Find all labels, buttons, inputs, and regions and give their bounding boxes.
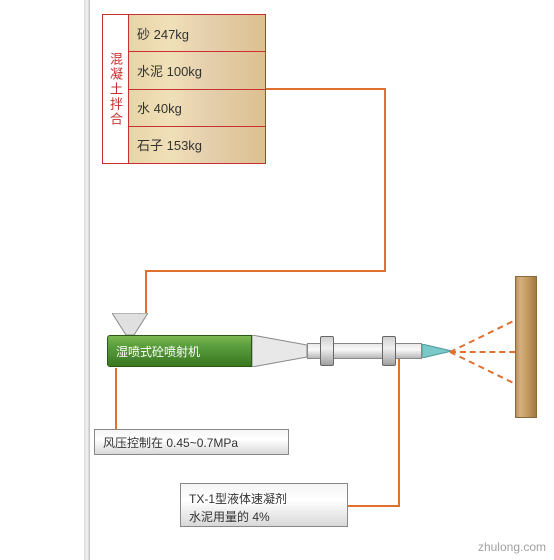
mix-row-stone: 石子 153kg — [129, 127, 265, 163]
mix-row-cement: 水泥 100kg — [129, 52, 265, 89]
diagram-canvas: 混凝土拌合 砂 247kg 水泥 100kg 水 40kg 石子 153kg 湿… — [0, 0, 554, 560]
mix-label: 混凝土拌合 — [103, 15, 129, 163]
flow-line — [115, 368, 117, 429]
machine-cone — [252, 335, 307, 367]
machine-label: 湿喷式砼喷射机 — [116, 343, 200, 360]
left-vertical-bar — [84, 0, 90, 560]
spray-line — [450, 351, 525, 353]
flow-line — [145, 270, 386, 272]
mix-row-water: 水 40kg — [129, 90, 265, 127]
flow-line — [145, 270, 147, 314]
additive-info-box: TX-1型液体速凝剂 水泥用量的 4% — [180, 483, 348, 527]
flow-line — [266, 88, 386, 90]
spray-machine-body: 湿喷式砼喷射机 — [107, 335, 252, 367]
additive-line2: 水泥用量的 4% — [189, 508, 339, 526]
flow-line — [384, 88, 386, 270]
pipe-joint — [320, 336, 334, 366]
pipe-joint — [382, 336, 396, 366]
pressure-text: 风压控制在 0.45~0.7MPa — [103, 436, 238, 450]
target-wall — [515, 276, 537, 418]
watermark-text: zhulong.com — [478, 540, 546, 554]
flow-line — [398, 359, 400, 507]
mix-rows: 砂 247kg 水泥 100kg 水 40kg 石子 153kg — [129, 15, 265, 163]
additive-line1: TX-1型液体速凝剂 — [189, 490, 339, 508]
spray-line — [450, 351, 523, 388]
mix-ingredients-box: 混凝土拌合 砂 247kg 水泥 100kg 水 40kg 石子 153kg — [102, 14, 266, 164]
mix-row-sand: 砂 247kg — [129, 15, 265, 52]
spray-line — [450, 316, 523, 353]
pressure-info-box: 风压控制在 0.45~0.7MPa — [94, 429, 289, 455]
nozzle-icon — [422, 344, 452, 363]
